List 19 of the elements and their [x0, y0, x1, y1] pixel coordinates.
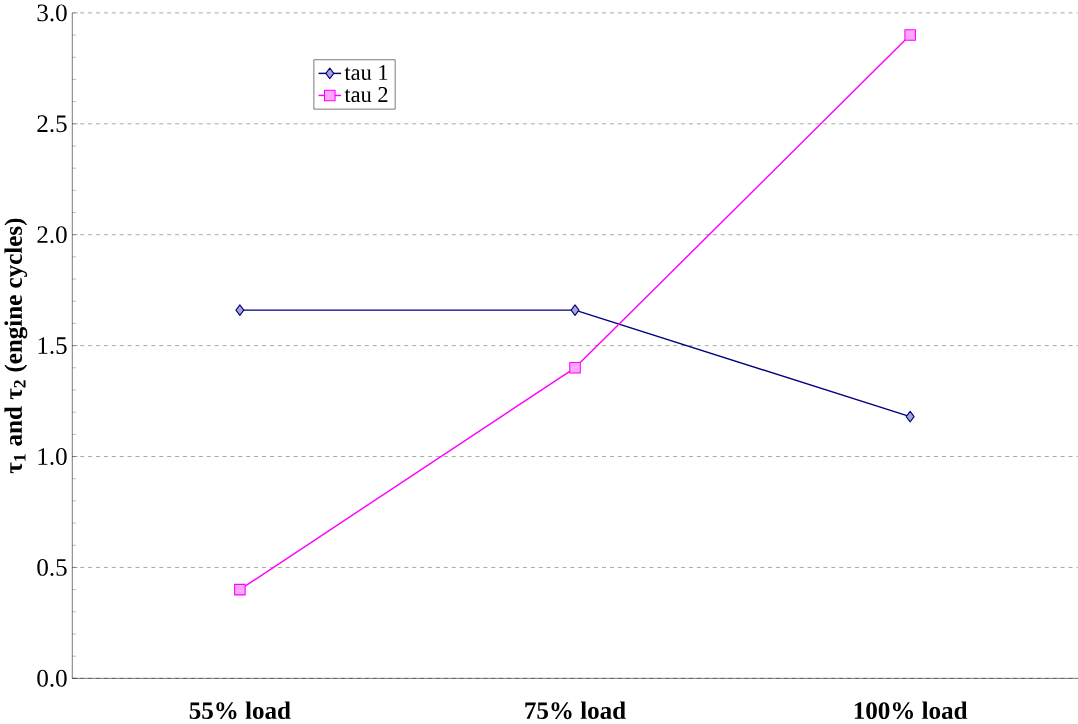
y-axis-title: τ$_{1}$ and τ$_{2}$ (engine cycles): [4, 218, 28, 474]
point: [235, 304, 245, 317]
x-tick-label: 100% load: [854, 701, 968, 720]
legend-label: tau 1: [344, 65, 388, 81]
point: [904, 29, 916, 42]
y-tick-label: 2.0: [37, 226, 67, 244]
point: [234, 584, 246, 596]
x-tick-label: 75% load: [525, 701, 626, 720]
y-tick-label: 3.0: [37, 4, 67, 22]
point: [569, 362, 581, 374]
y-tick-label: 1.0: [38, 448, 67, 466]
x-tick-label: 55% load: [189, 701, 291, 720]
y-tick-label: 1.5: [38, 337, 67, 355]
y-tick-label: 2.5: [37, 115, 67, 133]
y-tick-label: 0.5: [37, 559, 67, 577]
point: [905, 411, 915, 423]
legend-label: tau 2: [344, 87, 388, 103]
y-tick-label: 0.0: [37, 670, 67, 688]
point: [570, 304, 580, 317]
